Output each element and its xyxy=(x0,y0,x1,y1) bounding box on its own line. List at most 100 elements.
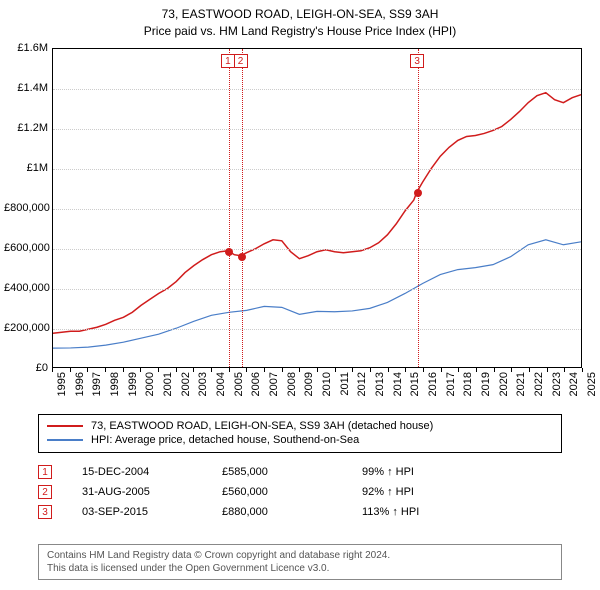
chart-lines xyxy=(53,49,581,367)
sale-dot xyxy=(225,248,233,256)
sale-hpi: 92% ↑ HPI xyxy=(362,486,482,498)
chart-title: 73, EASTWOOD ROAD, LEIGH-ON-SEA, SS9 3AH xyxy=(0,6,600,23)
ref-marker: 3 xyxy=(38,505,52,519)
x-tick-mark xyxy=(458,368,459,372)
x-tick-mark xyxy=(405,368,406,372)
sale-vline xyxy=(242,49,243,367)
x-tick-label: 2025 xyxy=(586,372,598,396)
table-row: 1 15-DEC-2004 £585,000 99% ↑ HPI xyxy=(38,462,482,482)
x-tick-label: 2019 xyxy=(480,372,492,396)
x-tick-mark xyxy=(52,368,53,372)
y-tick-label: £1.2M xyxy=(4,122,48,134)
sale-date: 03-SEP-2015 xyxy=(82,506,222,518)
x-tick-mark xyxy=(140,368,141,372)
x-tick-label: 2018 xyxy=(462,372,474,396)
y-tick-label: £200,000 xyxy=(4,322,48,334)
gridline xyxy=(53,129,581,130)
sale-dot xyxy=(414,189,422,197)
x-tick-mark xyxy=(105,368,106,372)
x-tick-mark xyxy=(564,368,565,372)
sale-hpi: 99% ↑ HPI xyxy=(362,466,482,478)
y-tick-label: £1M xyxy=(4,162,48,174)
x-tick-mark xyxy=(423,368,424,372)
x-tick-label: 2001 xyxy=(162,372,174,396)
x-tick-label: 2015 xyxy=(409,372,421,396)
gridline xyxy=(53,289,581,290)
sale-vline xyxy=(229,49,230,367)
x-tick-label: 2000 xyxy=(144,372,156,396)
x-tick-label: 2003 xyxy=(197,372,209,396)
gridline xyxy=(53,169,581,170)
legend-label: HPI: Average price, detached house, Sout… xyxy=(91,434,359,446)
legend-item: 73, EASTWOOD ROAD, LEIGH-ON-SEA, SS9 3AH… xyxy=(47,419,553,433)
x-tick-label: 2004 xyxy=(215,372,227,396)
x-tick-mark xyxy=(70,368,71,372)
x-tick-mark xyxy=(494,368,495,372)
legend: 73, EASTWOOD ROAD, LEIGH-ON-SEA, SS9 3AH… xyxy=(38,414,562,453)
y-tick-label: £1.4M xyxy=(4,82,48,94)
x-tick-mark xyxy=(335,368,336,372)
y-tick-label: £600,000 xyxy=(4,242,48,254)
ref-box: 3 xyxy=(410,54,424,68)
x-tick-label: 1997 xyxy=(91,372,103,396)
x-tick-mark xyxy=(176,368,177,372)
footer-line: Contains HM Land Registry data © Crown c… xyxy=(47,549,553,562)
x-tick-mark xyxy=(582,368,583,372)
footer-line: This data is licensed under the Open Gov… xyxy=(47,562,553,575)
x-tick-mark xyxy=(352,368,353,372)
gridline xyxy=(53,209,581,210)
gridline xyxy=(53,329,581,330)
x-tick-label: 2010 xyxy=(321,372,333,396)
x-tick-label: 2021 xyxy=(515,372,527,396)
x-tick-mark xyxy=(282,368,283,372)
x-tick-mark xyxy=(211,368,212,372)
x-tick-mark xyxy=(476,368,477,372)
x-tick-label: 2007 xyxy=(268,372,280,396)
x-tick-mark xyxy=(441,368,442,372)
x-tick-mark xyxy=(123,368,124,372)
x-tick-label: 2002 xyxy=(180,372,192,396)
y-tick-label: £800,000 xyxy=(4,202,48,214)
x-tick-label: 2020 xyxy=(498,372,510,396)
x-tick-mark xyxy=(264,368,265,372)
x-tick-label: 1995 xyxy=(56,372,68,396)
x-tick-mark xyxy=(317,368,318,372)
table-row: 2 31-AUG-2005 £560,000 92% ↑ HPI xyxy=(38,482,482,502)
x-tick-label: 2014 xyxy=(392,372,404,396)
sale-dot xyxy=(238,253,246,261)
table-row: 3 03-SEP-2015 £880,000 113% ↑ HPI xyxy=(38,502,482,522)
x-tick-mark xyxy=(193,368,194,372)
sale-hpi: 113% ↑ HPI xyxy=(362,506,482,518)
sale-price: £560,000 xyxy=(222,486,362,498)
x-tick-mark xyxy=(158,368,159,372)
x-tick-label: 2016 xyxy=(427,372,439,396)
x-tick-label: 2017 xyxy=(445,372,457,396)
x-tick-label: 2005 xyxy=(233,372,245,396)
attribution-footer: Contains HM Land Registry data © Crown c… xyxy=(38,544,562,580)
x-tick-mark xyxy=(299,368,300,372)
x-tick-label: 2013 xyxy=(374,372,386,396)
x-tick-mark xyxy=(246,368,247,372)
x-tick-label: 2011 xyxy=(339,372,351,396)
ref-box: 2 xyxy=(234,54,248,68)
x-tick-mark xyxy=(388,368,389,372)
y-tick-label: £400,000 xyxy=(4,282,48,294)
x-tick-mark xyxy=(547,368,548,372)
legend-item: HPI: Average price, detached house, Sout… xyxy=(47,433,553,447)
ref-marker: 1 xyxy=(38,465,52,479)
x-tick-mark xyxy=(511,368,512,372)
sale-vline xyxy=(418,49,419,367)
chart-container: 73, EASTWOOD ROAD, LEIGH-ON-SEA, SS9 3AH… xyxy=(0,0,600,590)
x-tick-label: 2024 xyxy=(568,372,580,396)
x-tick-label: 2022 xyxy=(533,372,545,396)
x-tick-label: 2009 xyxy=(303,372,315,396)
sales-table: 1 15-DEC-2004 £585,000 99% ↑ HPI 2 31-AU… xyxy=(38,462,482,522)
title-block: 73, EASTWOOD ROAD, LEIGH-ON-SEA, SS9 3AH… xyxy=(0,0,600,40)
x-tick-mark xyxy=(229,368,230,372)
x-tick-mark xyxy=(529,368,530,372)
legend-swatch xyxy=(47,425,83,427)
x-tick-mark xyxy=(87,368,88,372)
gridline xyxy=(53,249,581,250)
y-tick-label: £0 xyxy=(4,362,48,374)
legend-label: 73, EASTWOOD ROAD, LEIGH-ON-SEA, SS9 3AH… xyxy=(91,420,433,432)
